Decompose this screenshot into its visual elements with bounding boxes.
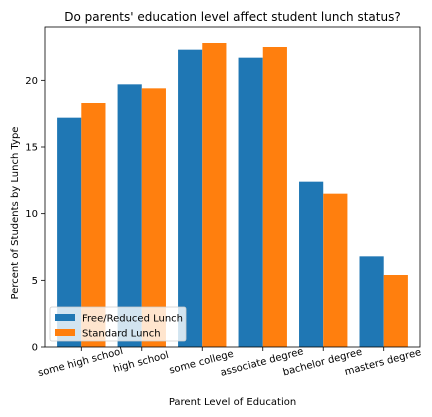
legend-box	[49, 306, 187, 342]
bar-series-1-3	[262, 47, 287, 347]
y-axis: 0 5 10 15 20	[25, 76, 45, 354]
legend-label-1: Standard Lunch	[82, 329, 161, 340]
legend-swatch-1	[55, 329, 75, 336]
bar-series-0-1	[117, 84, 142, 347]
x-tick-label-0: some high school	[37, 346, 124, 379]
chart-title: Do parents' education level affect stude…	[64, 10, 400, 24]
y-tick-label-0: 0	[32, 343, 38, 354]
plot-area	[57, 43, 408, 348]
y-tick-label-1: 5	[32, 276, 38, 287]
legend-swatch-0	[55, 314, 75, 321]
y-tick-label-4: 20	[25, 76, 38, 87]
y-tick-label-2: 10	[25, 209, 38, 220]
bar-series-1-4	[323, 193, 348, 347]
bar-series-0-4	[299, 181, 324, 347]
plot-frame	[44, 26, 421, 348]
y-axis-label: Percent of Students by Lunch Type	[10, 127, 21, 300]
bar-series-1-1	[141, 88, 166, 347]
bar-series-0-3	[238, 57, 263, 348]
legend-label-0: Free/Reduced Lunch	[82, 314, 183, 325]
legend: Free/Reduced Lunch Standard Lunch	[49, 306, 187, 342]
bar-series-0-5	[359, 256, 384, 347]
bar-series-1-2	[202, 43, 227, 347]
bar-series-0-2	[178, 49, 203, 348]
bar-series-1-5	[383, 275, 408, 347]
x-axis-label: Parent Level of Education	[169, 397, 296, 408]
bar-series-1-0	[81, 103, 106, 347]
y-tick-label-3: 15	[25, 143, 38, 154]
